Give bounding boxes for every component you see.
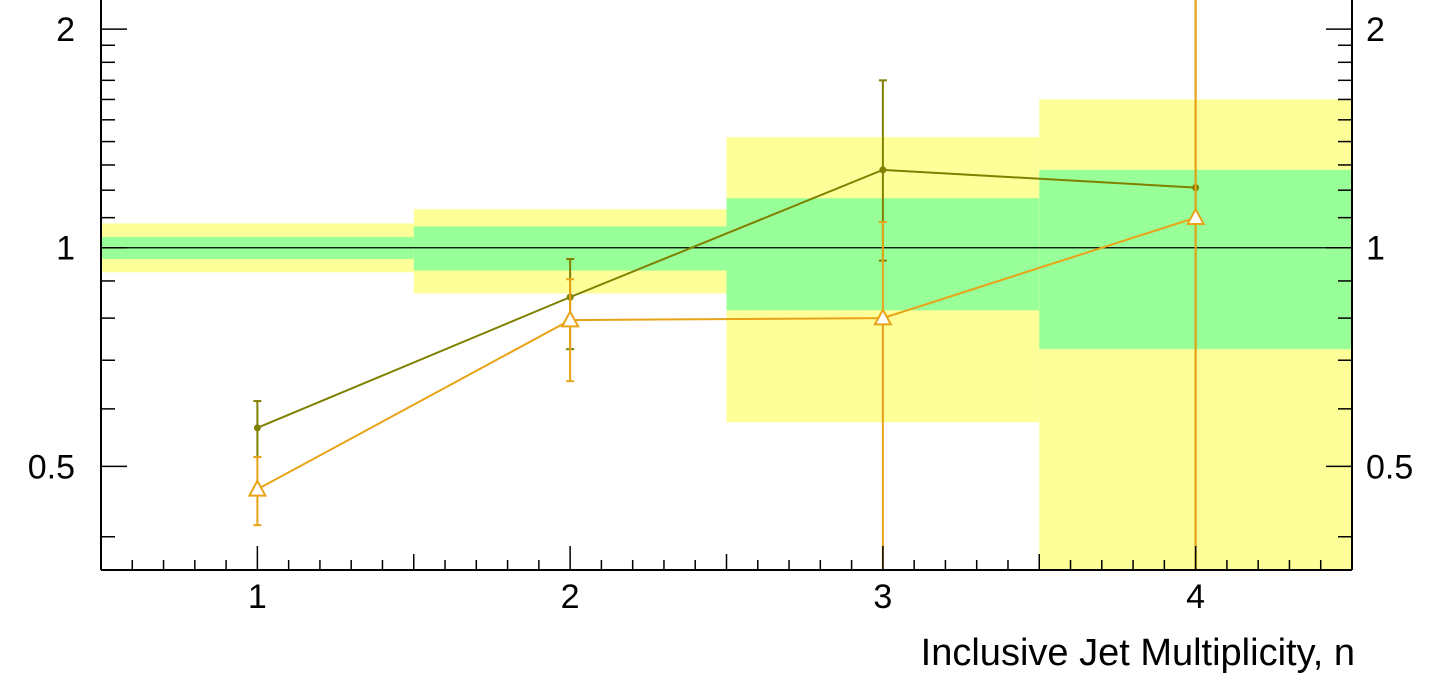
y-tick-label-left: 0.5 [28,448,75,486]
x-tick-label: 2 [561,578,580,616]
y-tick-label-right: 2 [1366,11,1385,49]
data-point [873,307,893,326]
data-point [879,166,887,174]
series-2 [247,0,1206,570]
series-2-line [256,216,1196,491]
y-tick-label-left: 2 [56,11,75,49]
x-tick-label: 3 [873,578,892,616]
series-1-line [256,168,1196,429]
data-point [247,478,268,497]
data-point [253,424,261,432]
data-point [1185,207,1206,225]
uncertainty-bands [101,99,1352,570]
x-tick-label: 1 [248,578,267,616]
axes: 1 2 3 4 0.5 0.5 1 1 2 2 [28,0,1413,616]
data-series [247,0,1206,570]
data-point [560,309,580,328]
y-tick-label-right: 1 [1366,230,1385,268]
y-tick-label-left: 1 [56,230,75,268]
y-tick-label-right: 0.5 [1366,448,1413,486]
x-axis-title: Inclusive Jet Multiplicity, n [921,632,1355,674]
x-tick-label: 4 [1186,578,1205,616]
